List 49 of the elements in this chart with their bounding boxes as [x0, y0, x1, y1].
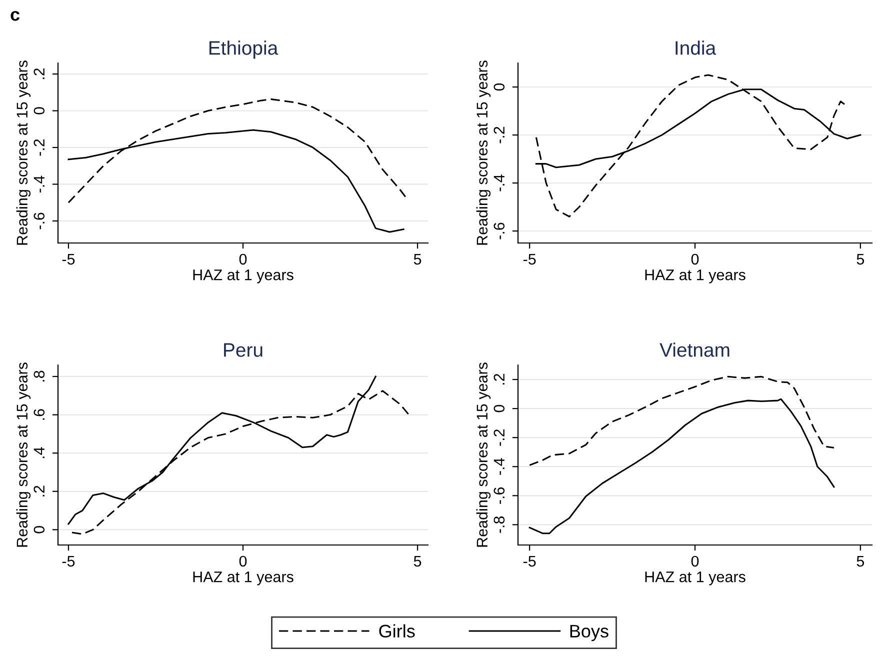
y-tick-label: -.2	[34, 139, 44, 156]
y-tick-label: -.6	[34, 212, 45, 230]
line-series	[528, 376, 835, 466]
y-axis-title: Reading scores at 15 years	[476, 60, 491, 245]
y-tick-label: -.4	[494, 174, 504, 192]
x-tick-label: 5	[856, 254, 864, 265]
x-tick-label: -5	[523, 556, 536, 567]
x-tick-label: 0	[691, 556, 699, 567]
x-tick-label: 5	[414, 254, 422, 265]
text: c	[10, 10, 20, 21]
x-axis-title: HAZ at 1 years	[193, 572, 294, 586]
y-tick-label: -.8	[494, 516, 505, 533]
y-tick-label: .2	[34, 68, 44, 79]
x-tick-label: 5	[414, 556, 422, 567]
x-tick-label: 0	[691, 254, 699, 265]
x-tick-label: -5	[523, 254, 536, 265]
y-tick-label: -.6	[494, 487, 505, 504]
x-axis-title: HAZ at 1 years	[645, 270, 746, 284]
y-tick-label: -.2	[494, 126, 504, 144]
y-tick-label: .6	[34, 409, 45, 420]
x-tick-label: 0	[239, 556, 247, 567]
x-axis-title: HAZ at 1 years	[645, 572, 746, 586]
y-tick-label: .2	[494, 374, 504, 384]
y-tick-label: 0	[34, 526, 45, 534]
y-tick-label: -.4	[34, 176, 44, 192]
y-tick-label: -.2	[494, 429, 504, 446]
y-tick-label: -.4	[494, 458, 504, 475]
x-tick-label: 5	[856, 556, 864, 567]
y-tick-label: .2	[34, 486, 44, 496]
chart-title: Vietnam	[660, 342, 730, 357]
y-axis-title: Reading scores at 15 years	[476, 362, 491, 547]
x-tick-label: -5	[62, 254, 75, 265]
chart-title: Ethiopia	[209, 40, 278, 59]
x-tick-label: -5	[62, 556, 75, 567]
y-tick-label: .8	[34, 370, 45, 382]
y-tick-label: .4	[34, 447, 44, 458]
chart-title: Peru	[224, 343, 262, 357]
line-series	[528, 398, 835, 534]
y-tick-label: 0	[494, 83, 505, 91]
y-tick-label: 0	[494, 404, 505, 412]
legend-label: Girls	[379, 624, 415, 638]
y-axis-title: Reading scores at 15 years	[16, 60, 31, 245]
x-tick-label: 0	[239, 254, 247, 265]
text: Boys	[570, 624, 608, 642]
y-tick-label: -.6	[494, 222, 505, 240]
y-tick-label: 0	[34, 107, 45, 114]
chart-title: India	[676, 40, 716, 55]
x-axis-title: HAZ at 1 years	[193, 270, 294, 284]
y-axis-title: Reading scores at 15 years	[16, 362, 31, 547]
